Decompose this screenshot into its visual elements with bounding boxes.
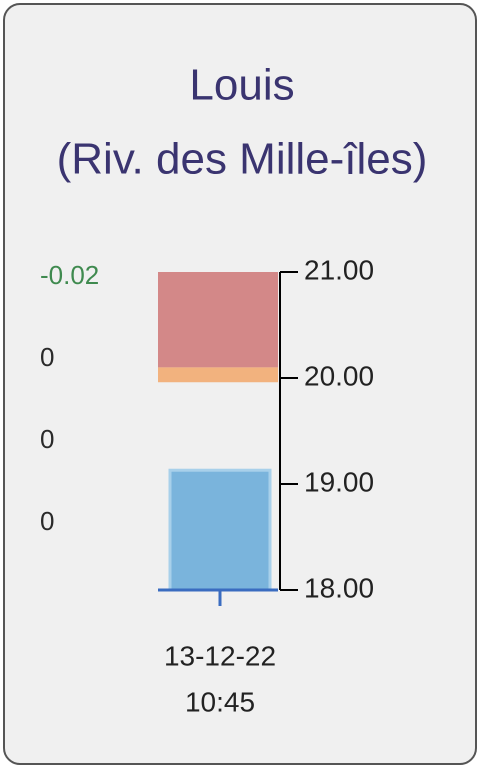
y-tick-label: 20.00 — [304, 360, 374, 391]
level-bar — [158, 272, 278, 368]
y-tick-label: 21.00 — [304, 254, 374, 285]
reading: 0 — [40, 506, 54, 536]
reading: 0 — [40, 424, 54, 454]
time: 10:45 — [185, 686, 255, 717]
y-tick-label: 19.00 — [304, 466, 374, 497]
y-tick-label: 18.00 — [304, 572, 374, 603]
card — [3, 3, 477, 765]
date: 13-12-22 — [164, 640, 276, 671]
level-bar — [168, 468, 272, 592]
subtitle: (Riv. des Mille-îles) — [57, 135, 428, 184]
level-bar — [158, 367, 278, 383]
title: Louis — [189, 61, 294, 110]
reading: 0 — [40, 342, 54, 372]
reading: -0.02 — [40, 260, 99, 290]
